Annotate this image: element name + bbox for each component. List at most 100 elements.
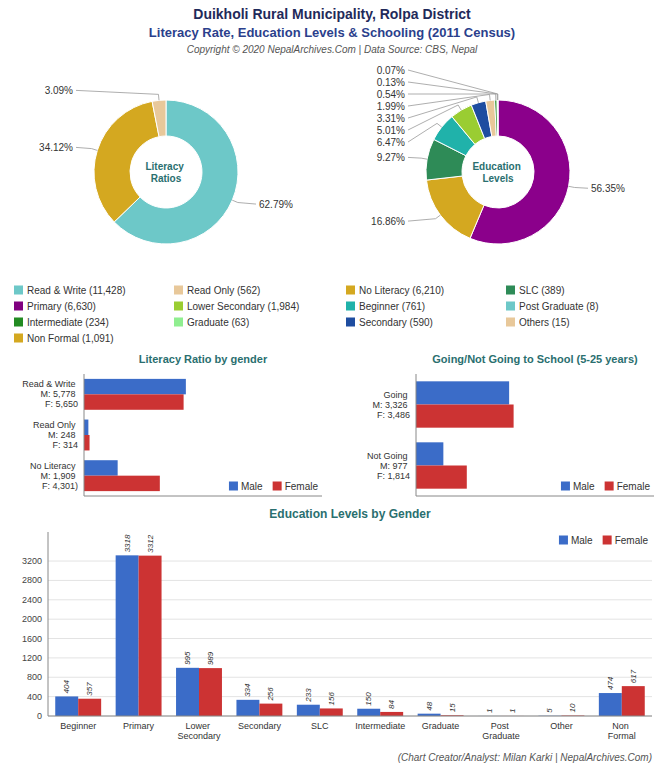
legend-label: Male bbox=[241, 481, 263, 492]
legend-label: Male bbox=[571, 535, 593, 546]
tick-label: 800 bbox=[27, 672, 42, 682]
leader-line bbox=[408, 157, 427, 159]
data-label: 6.47% bbox=[377, 137, 405, 148]
bar bbox=[357, 709, 380, 716]
legend-label: Intermediate (234) bbox=[27, 317, 109, 328]
bar bbox=[176, 668, 199, 716]
data-label: 84 bbox=[387, 699, 396, 708]
data-label: 1.99% bbox=[377, 101, 405, 112]
bar bbox=[139, 556, 162, 716]
leader-line bbox=[408, 82, 497, 100]
legend: Male Female bbox=[229, 481, 318, 492]
data-label: 0.54% bbox=[377, 89, 405, 100]
data-label: 1 bbox=[485, 708, 494, 712]
data-label: 0.07% bbox=[377, 65, 405, 76]
legend-swatch bbox=[174, 286, 183, 295]
bars bbox=[416, 381, 514, 488]
legend-swatch bbox=[14, 334, 23, 343]
bar-chart: Literacy Ratio by genderRead & Write M: … bbox=[22, 353, 322, 496]
leader-line bbox=[408, 97, 478, 118]
category-label: Primary bbox=[123, 721, 154, 731]
legend-label: Male bbox=[573, 481, 595, 492]
data-label: 357 bbox=[85, 682, 94, 696]
bar bbox=[416, 442, 443, 465]
axis-line bbox=[416, 374, 417, 496]
data-label: 0.13% bbox=[377, 77, 405, 88]
data-label: 3318 bbox=[123, 534, 132, 552]
category-label: Read Only M: 248 F: 314 bbox=[33, 420, 78, 450]
data-label: 156 bbox=[327, 692, 336, 706]
category-label: Other bbox=[550, 721, 573, 731]
pie-slice bbox=[426, 176, 484, 238]
leader-line bbox=[76, 90, 159, 100]
category-label: Not Going M: 977 F: 1,814 bbox=[367, 451, 410, 481]
bar bbox=[622, 686, 645, 716]
data-label: 233 bbox=[304, 688, 313, 703]
annotation: Copyright © 2020 NepalArchives.Com | Dat… bbox=[187, 44, 478, 55]
pie-slice bbox=[497, 100, 499, 136]
legend-swatch bbox=[14, 318, 23, 327]
legend-swatch bbox=[605, 482, 614, 491]
legend-label: Graduate (63) bbox=[187, 317, 249, 328]
data-label: 150 bbox=[364, 692, 373, 706]
chart-title: Literacy Ratio by gender bbox=[139, 353, 268, 365]
legend-swatch bbox=[14, 286, 23, 295]
bar bbox=[55, 696, 78, 716]
data-label: 617 bbox=[629, 669, 638, 683]
legend: Male Female bbox=[559, 535, 648, 546]
category-label: Post Graduate bbox=[482, 721, 520, 741]
axis-line bbox=[84, 374, 85, 496]
bar bbox=[84, 476, 160, 491]
legend-swatch bbox=[603, 536, 612, 545]
bar bbox=[84, 435, 90, 450]
legend-swatch bbox=[506, 302, 515, 311]
data-label: 15 bbox=[448, 703, 457, 712]
tick-label: 1200 bbox=[22, 653, 42, 663]
legend-label: Read Only (562) bbox=[187, 285, 260, 296]
legend: Read & Write (11,428)Primary (6,630)Inte… bbox=[14, 285, 598, 344]
legend-label: No Literacy (6,210) bbox=[359, 285, 444, 296]
leader-line bbox=[408, 105, 461, 130]
data-label: 56.35% bbox=[591, 183, 625, 194]
bar bbox=[236, 700, 259, 716]
bar-chart: Going/Not Going to School (5-25 years)Go… bbox=[367, 353, 654, 496]
pie-slice bbox=[495, 100, 498, 136]
category-label: No Literacy M: 1,909 F: 4,301) bbox=[30, 461, 78, 491]
data-label: 5.01% bbox=[377, 125, 405, 136]
axis-line bbox=[84, 496, 322, 497]
pie-slice bbox=[497, 100, 498, 136]
chart-page: Duikholi Rural Municipality, Rolpa Distr… bbox=[0, 0, 664, 768]
category-label: Graduate bbox=[422, 721, 460, 731]
bar bbox=[380, 712, 403, 716]
axis-line bbox=[416, 496, 654, 497]
data-label: 334 bbox=[243, 683, 252, 697]
axis-line bbox=[48, 716, 652, 717]
tick-label: 0 bbox=[37, 711, 42, 721]
data-label: 48 bbox=[425, 701, 434, 710]
tick-label: 2800 bbox=[22, 575, 42, 585]
bar bbox=[297, 705, 320, 716]
background bbox=[0, 0, 664, 768]
legend-label: Female bbox=[615, 535, 649, 546]
legend-label: Post Graduate (8) bbox=[519, 301, 598, 312]
bar bbox=[416, 381, 509, 404]
legend-label: Female bbox=[285, 481, 319, 492]
data-label: 474 bbox=[606, 676, 615, 690]
page-title: Duikholi Rural Municipality, Rolpa Distr… bbox=[193, 6, 471, 22]
data-label: 995 bbox=[183, 651, 192, 665]
data-label: 3312 bbox=[146, 534, 155, 552]
category-label: Intermediate bbox=[355, 721, 405, 731]
data-label: 404 bbox=[62, 680, 71, 694]
data-label: 62.79% bbox=[259, 199, 293, 210]
data-label: 989 bbox=[206, 651, 215, 665]
leader-line bbox=[408, 94, 496, 100]
leader-line bbox=[232, 200, 256, 204]
category-label: SLC bbox=[311, 721, 329, 731]
legend-label: Others (15) bbox=[519, 317, 570, 328]
category-label: Non Formal bbox=[608, 721, 636, 741]
legend-swatch bbox=[174, 318, 183, 327]
legend-swatch bbox=[273, 482, 282, 491]
bar bbox=[599, 693, 622, 716]
leader-line bbox=[569, 186, 588, 188]
category-label: Beginner bbox=[60, 721, 96, 731]
